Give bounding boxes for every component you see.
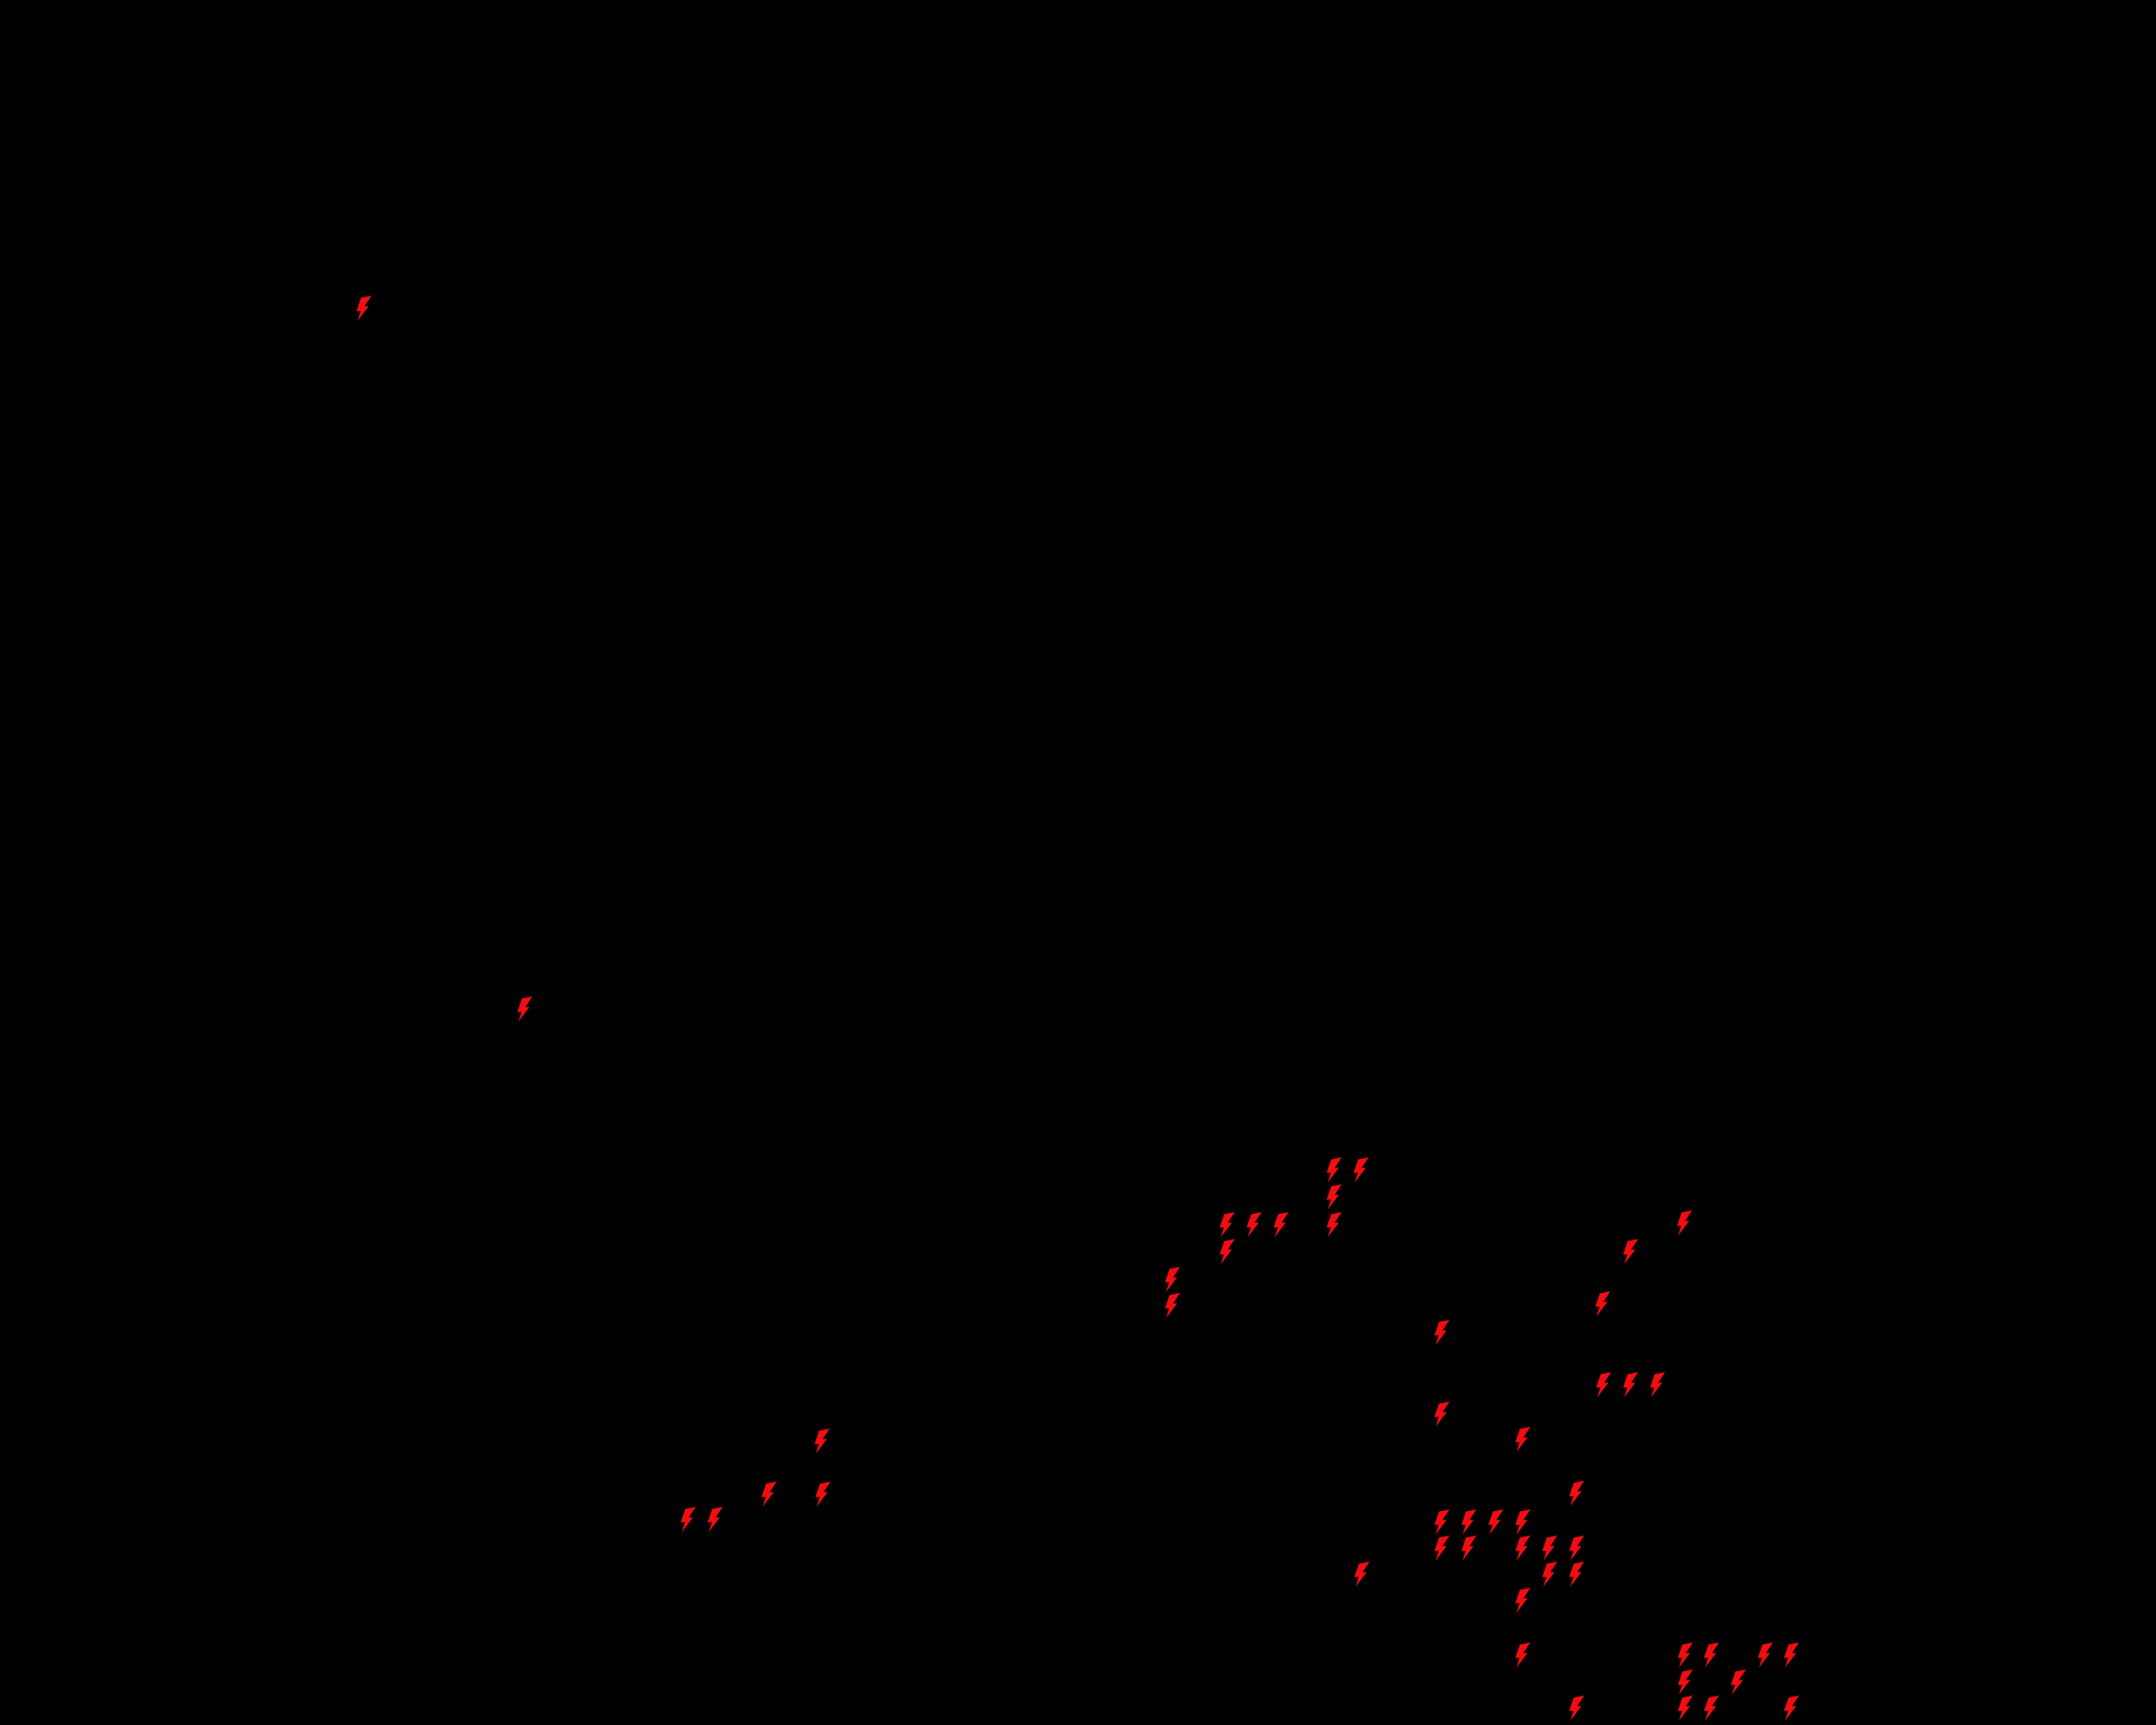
lightning-bolt-icon[interactable]: [1568, 1481, 1585, 1506]
lightning-bolt-icon[interactable]: [1514, 1642, 1531, 1668]
lightning-bolt-icon[interactable]: [355, 296, 372, 321]
lightning-bolt-icon[interactable]: [1460, 1535, 1477, 1561]
lightning-bolt-icon[interactable]: [1568, 1696, 1585, 1721]
lightning-bolt-icon[interactable]: [707, 1507, 723, 1532]
lightning-bolt-icon[interactable]: [1433, 1320, 1450, 1345]
lightning-bolt-icon[interactable]: [1568, 1562, 1585, 1587]
lightning-bolt-icon[interactable]: [1676, 1210, 1693, 1236]
lightning-bolt-icon[interactable]: [1164, 1267, 1181, 1292]
lightning-bolt-icon[interactable]: [760, 1482, 777, 1507]
lightning-bolt-icon[interactable]: [1514, 1588, 1531, 1613]
lightning-bolt-icon[interactable]: [1783, 1642, 1800, 1668]
lightning-bolt-icon[interactable]: [1219, 1212, 1235, 1237]
lightning-bolt-icon[interactable]: [814, 1429, 830, 1454]
lightning-bolt-icon[interactable]: [1757, 1642, 1774, 1668]
lightning-bolt-icon[interactable]: [1433, 1402, 1450, 1427]
lightning-bolt-icon[interactable]: [1326, 1212, 1342, 1237]
lightning-bolt-icon[interactable]: [1703, 1642, 1720, 1668]
lightning-bolt-icon[interactable]: [1353, 1157, 1369, 1183]
lightning-bolt-icon[interactable]: [1487, 1509, 1504, 1535]
lightning-bolt-icon[interactable]: [1164, 1293, 1181, 1318]
lightning-bolt-icon[interactable]: [1433, 1535, 1450, 1561]
lightning-bolt-icon[interactable]: [1595, 1372, 1612, 1397]
lightning-bolt-icon[interactable]: [1353, 1562, 1370, 1587]
lightning-bolt-icon[interactable]: [1514, 1509, 1531, 1535]
lightning-bolt-icon[interactable]: [1730, 1669, 1747, 1695]
lightning-bolt-icon[interactable]: [1514, 1535, 1531, 1561]
lightning-bolt-icon[interactable]: [1568, 1535, 1585, 1561]
lightning-bolt-icon[interactable]: [1677, 1669, 1694, 1695]
lightning-bolt-icon[interactable]: [1219, 1239, 1235, 1264]
lightning-bolt-icon[interactable]: [1326, 1157, 1342, 1183]
lightning-bolt-icon[interactable]: [814, 1482, 831, 1507]
lightning-bolt-icon[interactable]: [1433, 1509, 1450, 1535]
lightning-bolt-icon[interactable]: [680, 1507, 696, 1532]
lightning-bolt-icon[interactable]: [1514, 1427, 1531, 1452]
lightning-bolt-icon[interactable]: [1622, 1239, 1639, 1264]
lightning-bolt-icon[interactable]: [1273, 1212, 1289, 1237]
lightning-bolt-icon[interactable]: [1783, 1696, 1800, 1721]
lightning-bolt-icon[interactable]: [1677, 1696, 1694, 1721]
lightning-bolt-icon[interactable]: [1460, 1509, 1477, 1535]
lightning-bolt-icon[interactable]: [1677, 1642, 1694, 1668]
lightning-bolt-icon[interactable]: [516, 996, 533, 1022]
lightning-bolt-icon[interactable]: [1326, 1184, 1342, 1210]
lightning-bolt-icon[interactable]: [1594, 1291, 1611, 1316]
lightning-bolt-icon[interactable]: [1541, 1535, 1558, 1561]
lightning-bolt-icon[interactable]: [1622, 1372, 1639, 1397]
lightning-bolt-icon[interactable]: [1541, 1562, 1558, 1587]
lightning-bolt-icon[interactable]: [1703, 1696, 1720, 1721]
lightning-bolt-icon[interactable]: [1246, 1212, 1262, 1237]
lightning-bolt-icon[interactable]: [1649, 1372, 1666, 1397]
